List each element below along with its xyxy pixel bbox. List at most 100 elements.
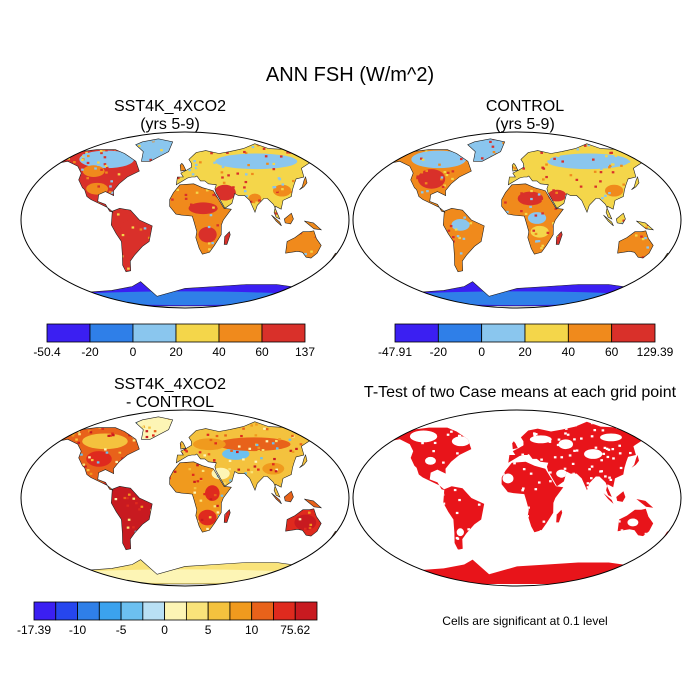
map-1-grid-cell (109, 135, 112, 137)
map-3-grid-cell (50, 442, 54, 445)
map-3-grid-cell (289, 411, 292, 413)
map-3-grid-cell (275, 468, 279, 471)
map-2-grid-cell (420, 171, 424, 174)
map-3-grid-cell (253, 465, 257, 468)
map-2-land-newGuinea (636, 221, 654, 230)
map-2-grid-cell (593, 170, 597, 173)
map-3-land-greenland (135, 416, 173, 440)
map-2-grid-cell (416, 175, 420, 178)
map-3-grid-cell (250, 424, 253, 427)
map-2-grid-cell (668, 258, 671, 261)
map-3-grid-cell (298, 518, 302, 521)
map-2-grid-cell (420, 191, 424, 194)
map-1-grid-cell (243, 190, 247, 193)
map-1-grid-cell (85, 151, 88, 154)
map-3-grid-cell (59, 425, 63, 428)
map-1-grid-cell (97, 163, 100, 166)
map-1-grid-cell (73, 134, 76, 136)
map-2-coastline (442, 207, 485, 273)
map-4-grid-cell (573, 438, 576, 441)
colorbar-3-tick-label: 10 (245, 623, 259, 637)
map-3-grid-cell (183, 448, 187, 451)
map-1-region-patch (273, 184, 292, 197)
map-1-grid-cell (262, 160, 265, 164)
map-3-grid-cell (117, 453, 121, 456)
map-3-grid-cell (247, 468, 250, 471)
map-2-grid-cell (474, 240, 478, 243)
map-1-coastline (54, 149, 140, 213)
map-3-grid-cell (77, 441, 81, 444)
map-2-grid-cell (463, 216, 466, 219)
map-4-grid-cell (599, 411, 602, 413)
map-4-grid-cell (521, 453, 525, 456)
map-1-land-greenland (135, 138, 173, 162)
map-2-grid-cell (649, 158, 653, 161)
map-1-grid-cell (212, 237, 215, 241)
map-1-coastline (283, 212, 294, 225)
map-1-grid-cell (147, 146, 151, 149)
map-1-grid-cell (188, 168, 192, 172)
map-panel-4 (352, 409, 682, 587)
map-3-grid-cell (101, 427, 105, 430)
map-4-grid-cell (571, 462, 575, 465)
map-1-grid-cell (208, 151, 212, 154)
map-2-region-patch (380, 291, 654, 306)
map-2-grid-cell (452, 136, 455, 138)
map-3-grid-cell (224, 434, 227, 437)
map-3-grid-cell (114, 498, 118, 501)
colorbar-3-swatch (55, 601, 78, 621)
map-3-grid-cell (92, 430, 96, 433)
map-2-coastline (615, 212, 626, 225)
map-4-grid-cell (557, 438, 561, 441)
map-1-grid-cell (121, 211, 124, 215)
map-1-grid-cell (336, 263, 339, 266)
map-2-grid-cell (547, 204, 550, 207)
map-1-grid-cell (94, 167, 97, 170)
map-1-grid-cell (149, 158, 152, 161)
map-2-region-patch (527, 212, 547, 224)
map-4-grid-cell (527, 506, 530, 509)
map-1-region-patch (215, 153, 298, 170)
map-3-grid-cell (152, 434, 155, 437)
map-2-grid-cell (634, 234, 638, 237)
map-2-grid-cell (587, 144, 591, 147)
map-2-grid-cell (585, 178, 588, 181)
map-2-grid-cell (530, 189, 533, 193)
map-3-grid-cell (250, 471, 254, 474)
map-1-grid-cell (187, 202, 190, 205)
map-3-coastline (54, 427, 140, 491)
map-4-grid-cell (619, 466, 623, 470)
map-1-grid-cell (184, 197, 188, 200)
map-4-region-patch (627, 518, 639, 527)
map-2-grid-cell (443, 170, 447, 174)
map-1-grid-cell (245, 194, 248, 198)
colorbar-2-swatch (567, 323, 613, 343)
map-3-grid-cell (212, 459, 216, 462)
map-3-grid-cell (254, 460, 258, 463)
map-2-grid-cell (641, 256, 645, 259)
map-1-coastline (110, 207, 153, 273)
map-3-grid-cell (112, 434, 115, 437)
map-4-grid-cell (393, 434, 396, 437)
map-1-land-borneo (284, 213, 294, 224)
map-2-grid-cell (383, 276, 387, 279)
map-3-grid-cell (248, 447, 252, 450)
map-3-region-patch (82, 433, 128, 450)
map-4-region-patch (558, 439, 574, 450)
map-4-grid-cell (560, 475, 563, 478)
map-1-grid-cell (343, 251, 346, 253)
map-1-grid-cell (255, 201, 258, 204)
map-2-grid-cell (374, 272, 377, 274)
map-3-grid-cell (90, 458, 94, 462)
map-3-grid-cell (62, 426, 66, 429)
map-4-grid-cell (533, 434, 536, 437)
map-2-grid-cell (440, 176, 444, 179)
map-1-grid-cell (117, 173, 121, 176)
map-1-grid-cell (249, 200, 253, 203)
map-4-grid-cell (556, 443, 560, 447)
map-panel-2 (352, 131, 682, 309)
map-4-grid-cell (580, 437, 583, 440)
colorbar-3-tick-label: 0 (161, 623, 168, 637)
colorbar-panel-3: -17.39 -10 -5 0 5 10 75.62 (17, 601, 318, 637)
map-3-grid-cell (260, 457, 263, 460)
